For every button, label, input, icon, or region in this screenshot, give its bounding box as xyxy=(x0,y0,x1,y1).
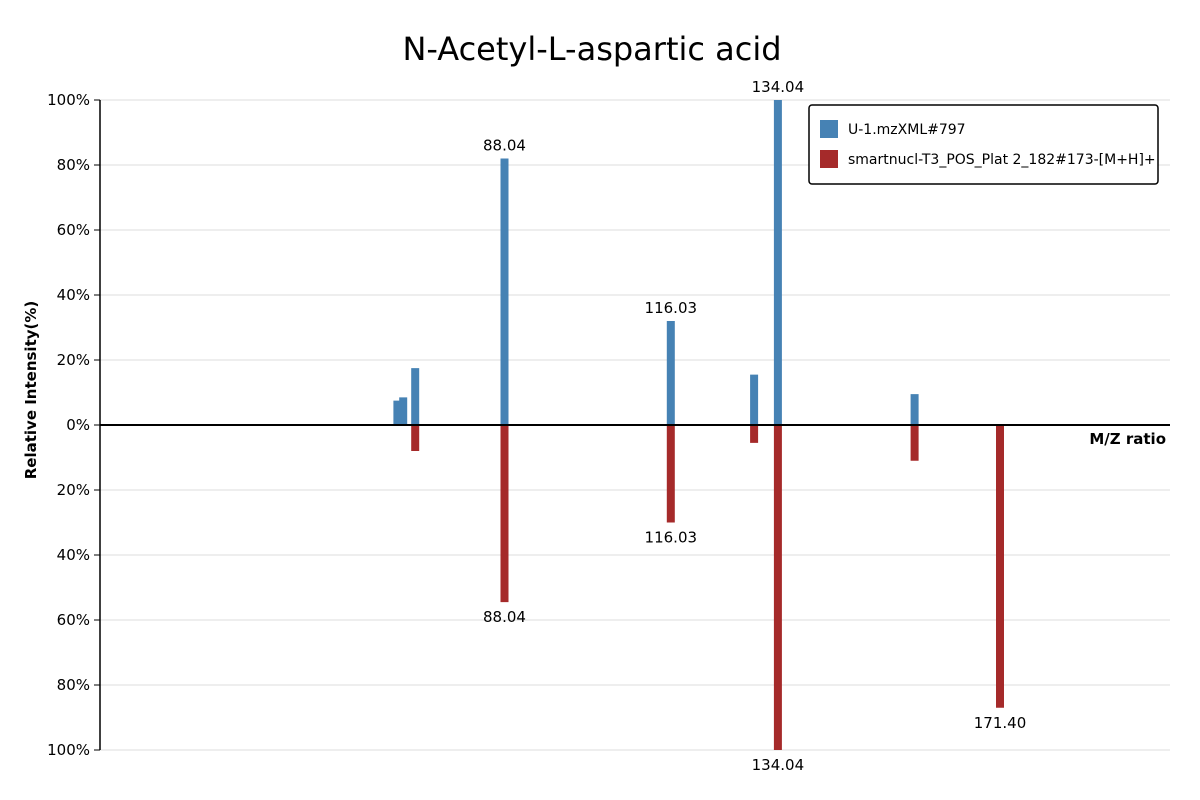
peak-bar-lower xyxy=(996,425,1004,708)
y-tick-label: 100% xyxy=(47,91,90,109)
peak-label-lower: 134.04 xyxy=(752,756,805,774)
peak-bar-upper xyxy=(910,394,919,425)
peak-bar-lower xyxy=(666,425,675,523)
peak-bar-lower xyxy=(750,425,759,443)
legend-swatch-series-1 xyxy=(820,120,838,138)
peak-bar-upper xyxy=(500,158,509,425)
y-tick-label: 20% xyxy=(57,351,90,369)
legend-box xyxy=(808,104,1159,185)
chart-title: N-Acetyl-L-aspartic acid xyxy=(402,30,781,68)
peak-bar-upper xyxy=(411,368,420,425)
y-tick-label: 80% xyxy=(57,676,90,694)
legend-label-series-2: smartnucl-T3_POS_Plat 2_182#173-[M+H]+ xyxy=(848,152,1156,168)
peak-bar-upper xyxy=(773,100,782,425)
peak-bar-upper xyxy=(393,400,402,425)
y-tick-label: 80% xyxy=(57,156,90,174)
y-tick-label: 60% xyxy=(57,611,90,629)
legend-swatch-series-2 xyxy=(820,150,838,168)
y-tick-label: 60% xyxy=(57,221,90,239)
peak-label-lower: 116.03 xyxy=(645,529,698,547)
y-axis-ticks: 100% 80% 60% 40% 20% 0% 20% 40% 60% 80% 100% xyxy=(47,91,100,759)
peak-label-lower: 88.04 xyxy=(483,608,526,626)
peak-bar-lower xyxy=(411,425,420,451)
peak-bar-lower xyxy=(500,425,509,603)
peak-bar-upper xyxy=(666,321,675,425)
y-tick-label: 100% xyxy=(47,741,90,759)
peak-bars xyxy=(393,100,1004,750)
peak-bar-upper xyxy=(399,397,408,425)
peak-labels: 88.04 116.03 134.04 88.04 116.03 134.04 171.40 xyxy=(483,78,1026,774)
gridlines xyxy=(100,99,1170,751)
peak-bar-upper xyxy=(750,374,759,425)
y-tick-label: 20% xyxy=(57,481,90,499)
peak-bar-lower xyxy=(910,425,919,461)
peak-label-upper: 116.03 xyxy=(645,299,698,317)
y-tick-label: 40% xyxy=(57,546,90,564)
y-tick-label: 0% xyxy=(66,416,90,434)
legend-label-series-1: U-1.mzXML#797 xyxy=(848,122,966,138)
y-axis-title: Relative Intensity(%) xyxy=(22,301,40,480)
peak-label-upper: 134.04 xyxy=(752,78,805,96)
legend: U-1.mzXML#797 smartnucl-T3_POS_Plat 2_18… xyxy=(808,104,1159,185)
peak-label-lower: 171.40 xyxy=(974,714,1027,732)
y-tick-label: 40% xyxy=(57,286,90,304)
peak-bar-lower xyxy=(773,425,782,750)
peak-label-upper: 88.04 xyxy=(483,137,526,155)
x-axis-title: M/Z ratio xyxy=(1089,430,1166,448)
